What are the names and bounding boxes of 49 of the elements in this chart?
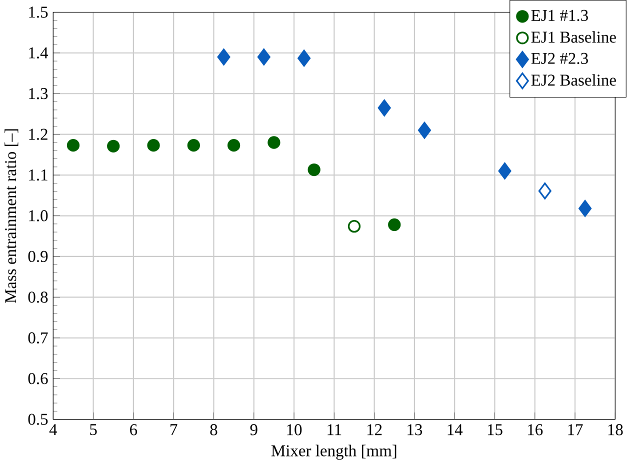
y-tick-label: 0.9: [28, 250, 48, 262]
point: [187, 138, 200, 152]
point: [66, 138, 80, 152]
legend-label: EJ1 #1.3: [531, 10, 588, 21]
x-tick-label: 6: [130, 424, 138, 436]
y-tick-label: 0.7: [28, 332, 48, 344]
y-axis-title: Mass entrainment ratio [–]: [4, 129, 18, 303]
y-tick-label: 1.3: [29, 88, 48, 100]
legend-label: EJ2 Baseline: [531, 74, 616, 86]
point: [348, 220, 361, 233]
x-axis-title: Mixer length [mm]: [271, 444, 396, 460]
y-tick-label: 0.6: [28, 372, 48, 384]
legend-label: EJ2 #2.3: [531, 52, 588, 64]
x-tick-label: 15: [488, 424, 502, 436]
x-tick-label: 18: [608, 424, 623, 436]
x-tick-label: 12: [368, 424, 382, 435]
x-tick-label: 11: [328, 424, 342, 435]
x-tick-label: 14: [448, 424, 463, 435]
y-tick-label: 1.4: [29, 47, 48, 58]
x-tick-label: 7: [170, 424, 178, 435]
x-tick-label: 16: [528, 424, 543, 436]
y-tick-label: 1.0: [29, 210, 48, 222]
point: [498, 162, 512, 180]
legend-label: EJ1 Baseline: [531, 30, 616, 43]
x-tick-label: 13: [408, 424, 422, 436]
point: [308, 163, 320, 176]
x-tick-label: 17: [568, 424, 583, 435]
point: [257, 48, 270, 66]
point: [418, 122, 431, 138]
point: [298, 50, 311, 66]
y-tick-label: 0.5: [28, 414, 48, 425]
y-tick-label: 0.8: [28, 291, 48, 303]
point: [538, 182, 552, 200]
x-tick-label: 5: [90, 424, 97, 435]
y-tick-label: 1.2: [29, 128, 48, 140]
point: [268, 136, 280, 149]
y-tick-label: 1.1: [29, 169, 48, 180]
point: [147, 138, 160, 152]
y-tick-label: 1.5: [29, 6, 48, 18]
x-tick-label: 8: [210, 424, 218, 436]
point: [107, 140, 120, 152]
point: [578, 200, 592, 217]
point: [217, 48, 230, 66]
x-tick-label: 10: [287, 424, 302, 436]
point: [378, 99, 391, 116]
x-tick-label: 4: [49, 424, 58, 435]
x-tick-label: 9: [250, 424, 258, 436]
point: [227, 138, 240, 152]
point: [388, 218, 401, 231]
